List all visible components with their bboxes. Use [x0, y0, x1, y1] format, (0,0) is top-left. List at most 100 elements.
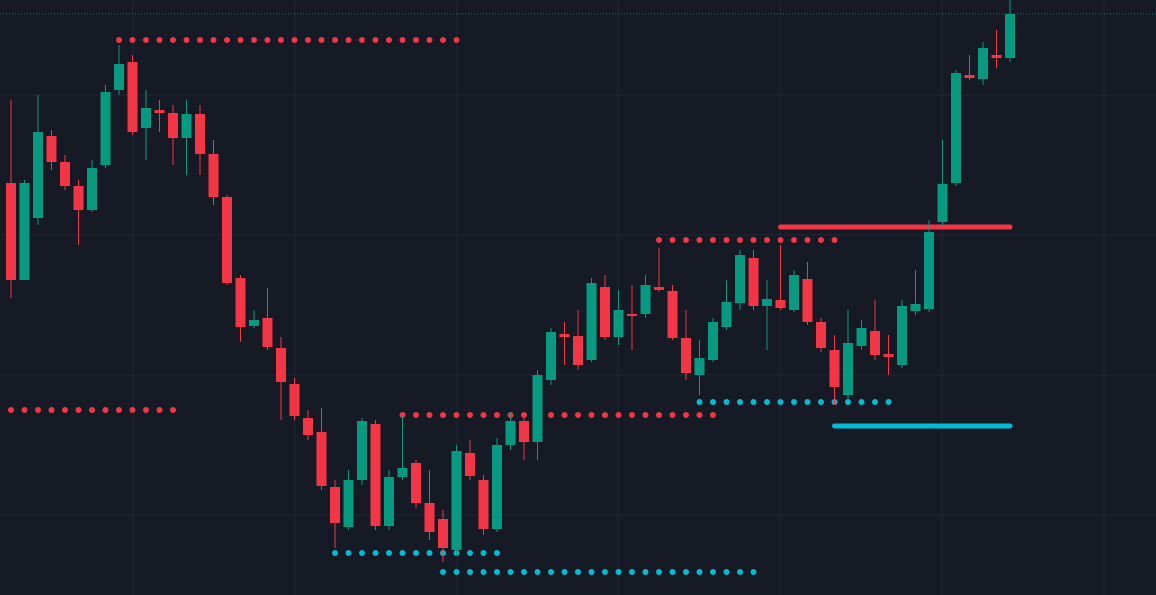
candle-body — [951, 73, 961, 183]
level-dot — [737, 237, 743, 243]
level-dot — [750, 399, 757, 405]
level-dot — [426, 550, 433, 556]
candle-body — [316, 432, 327, 486]
candle-body — [964, 75, 975, 78]
level-dot — [359, 37, 365, 43]
level-dot — [386, 550, 392, 556]
level-dot — [156, 37, 163, 43]
level-dot — [480, 412, 487, 418]
candle-body — [762, 299, 772, 306]
level-dot — [615, 412, 622, 418]
candle-body — [708, 322, 718, 360]
level-dot — [183, 37, 190, 43]
candle-body — [276, 348, 286, 382]
candle-body — [802, 279, 813, 322]
level-dot — [642, 412, 649, 418]
candle-body — [19, 183, 30, 280]
level-dot — [723, 399, 730, 405]
level-dot — [426, 412, 433, 418]
candle-body — [654, 287, 664, 290]
level-dot — [818, 237, 824, 243]
candle-body — [829, 350, 840, 387]
level-dot — [251, 37, 257, 43]
candle-body — [559, 334, 570, 337]
candle-body — [424, 503, 435, 532]
level-dot — [629, 412, 635, 418]
level-dot — [399, 550, 406, 556]
level-dot — [480, 550, 487, 556]
candle-body — [141, 108, 151, 128]
level-dot — [494, 412, 500, 418]
level-dot — [561, 412, 568, 418]
candle-body — [114, 64, 124, 90]
level-dot — [575, 412, 581, 418]
candle-body — [33, 132, 43, 218]
candle-body — [127, 62, 138, 132]
candle-body — [532, 375, 543, 442]
candle-body — [924, 232, 934, 309]
level-dot — [696, 569, 703, 575]
candle-body — [181, 114, 192, 138]
level-dot — [723, 569, 730, 575]
level-dot — [656, 412, 662, 418]
level-dot — [723, 237, 730, 243]
level-dot — [737, 399, 743, 405]
level-dot — [332, 550, 338, 556]
level-dot — [764, 399, 770, 405]
level-dot — [318, 37, 325, 43]
level-dot — [8, 407, 14, 413]
level-dot — [683, 412, 689, 418]
candle-body — [991, 55, 1002, 58]
candle-body — [384, 477, 394, 526]
level-dot — [359, 550, 365, 556]
level-dot — [804, 237, 811, 243]
level-dot — [548, 569, 554, 575]
level-dot — [372, 37, 379, 43]
level-dot — [129, 37, 136, 43]
candle-body — [816, 322, 826, 348]
candle-body — [627, 314, 637, 316]
candle-body — [640, 285, 651, 314]
level-dot — [102, 407, 109, 413]
level-dot — [507, 569, 514, 575]
level-dot — [588, 569, 595, 575]
level-dot — [413, 37, 419, 43]
level-dot — [575, 569, 581, 575]
candle-body — [195, 114, 205, 154]
level-dot — [48, 407, 55, 413]
level-dot — [710, 569, 716, 575]
candle-body — [303, 418, 313, 435]
level-dot — [561, 569, 568, 575]
level-dot — [413, 550, 419, 556]
candle-body — [208, 154, 219, 197]
candle-body — [735, 255, 745, 303]
level-dot — [480, 569, 487, 575]
candle-body — [937, 184, 948, 222]
level-dot — [588, 412, 595, 418]
level-dot — [75, 407, 82, 413]
candle-body — [586, 283, 597, 360]
candle-body — [397, 468, 408, 477]
candle-body — [856, 328, 867, 346]
candle-body — [843, 343, 853, 395]
level-dot — [426, 37, 433, 43]
candle-body — [721, 302, 732, 327]
level-dot — [602, 412, 608, 418]
level-dot — [413, 412, 419, 418]
level-dot — [669, 237, 676, 243]
candle-body — [775, 300, 786, 308]
level-dot — [872, 399, 878, 405]
level-dot — [210, 37, 217, 43]
candle-body — [910, 304, 921, 311]
level-dot — [332, 37, 338, 43]
candle-body — [73, 186, 84, 210]
candle-body — [6, 183, 16, 280]
level-dot — [858, 399, 865, 405]
level-dot — [696, 412, 703, 418]
candle-body — [748, 258, 759, 306]
candle-body — [613, 310, 624, 337]
level-dot — [750, 569, 757, 575]
level-dot — [669, 412, 676, 418]
level-dot — [629, 569, 635, 575]
